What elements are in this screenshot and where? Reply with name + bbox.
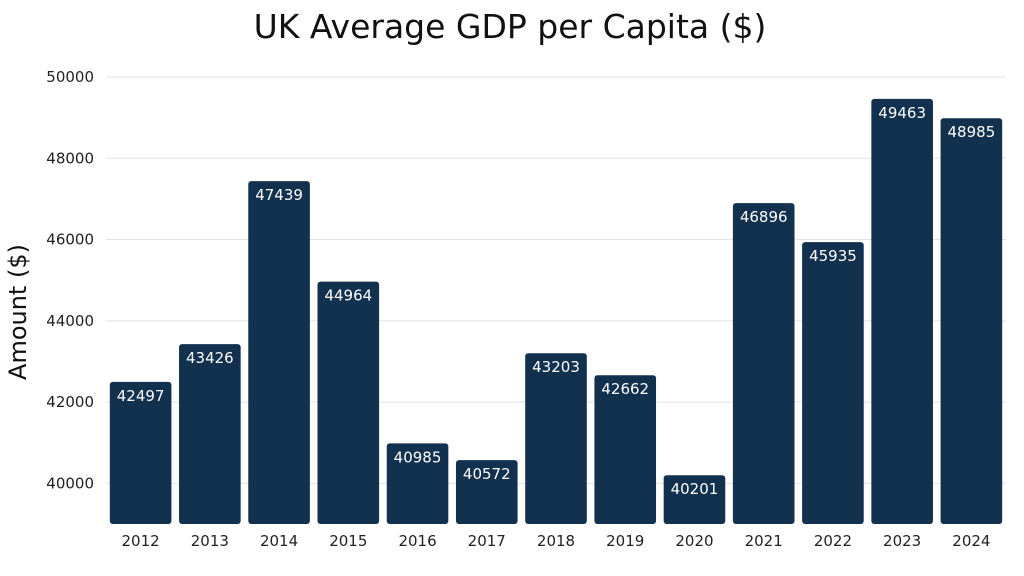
x-tick-label: 2023: [883, 532, 921, 550]
x-tick-label: 2016: [398, 532, 436, 550]
chart-title: UK Average GDP per Capita ($): [254, 7, 767, 46]
data-label-2021: 46896: [740, 208, 788, 226]
data-label-2016: 40985: [394, 448, 442, 466]
x-tick-label: 2019: [606, 532, 644, 550]
x-tick-label: 2018: [537, 532, 575, 550]
x-axis-ticks: 2012 2013 2014 2015 2016 2017 2018 2019 2020 2021…: [122, 532, 991, 550]
x-tick-label: 2015: [329, 532, 367, 550]
data-label-2018: 43203: [532, 358, 580, 376]
bar-2022: [802, 242, 864, 524]
x-tick-label: 2013: [191, 532, 229, 550]
x-tick-label: 2014: [260, 532, 298, 550]
y-tick-label: 50000: [46, 68, 94, 86]
x-tick-label: 2020: [675, 532, 713, 550]
y-tick-label: 42000: [46, 393, 94, 411]
y-tick-label: 46000: [46, 231, 94, 249]
bars: [109, 98, 1003, 525]
data-label-2017: 40572: [463, 465, 511, 483]
bar-2017: [455, 460, 518, 524]
data-label-2014: 47439: [255, 186, 303, 204]
bar-2024: [940, 118, 1003, 524]
bar-2013: [179, 344, 241, 524]
bar-2023: [871, 98, 933, 525]
data-label-2019: 42662: [601, 380, 649, 398]
x-tick-label: 2021: [745, 532, 783, 550]
bar-2021: [732, 203, 795, 525]
data-labels: 42497 43426 47439 44964 40985 40572 43203 42662…: [117, 104, 995, 498]
y-axis-ticks: 40000 42000 44000 46000 48000 50000: [46, 68, 94, 492]
y-tick-label: 44000: [46, 312, 94, 330]
data-label-2024: 48985: [948, 123, 996, 141]
data-label-2020: 40201: [671, 480, 719, 498]
bar-2015: [317, 281, 380, 524]
y-axis-label: Amount ($): [4, 244, 32, 380]
data-label-2012: 42497: [117, 387, 165, 405]
x-tick-label: 2012: [122, 532, 160, 550]
bar-2014: [248, 181, 310, 524]
bar-2018: [525, 353, 587, 524]
x-tick-label: 2022: [814, 532, 852, 550]
data-label-2013: 43426: [186, 349, 234, 367]
data-label-2022: 45935: [809, 247, 857, 265]
x-tick-label: 2024: [952, 532, 990, 550]
data-label-2023: 49463: [878, 104, 926, 122]
y-tick-label: 48000: [46, 149, 94, 167]
bar-2019: [594, 375, 657, 524]
x-tick-label: 2017: [468, 532, 506, 550]
bar-2016: [386, 443, 449, 524]
data-label-2015: 44964: [324, 287, 372, 305]
y-tick-label: 40000: [46, 474, 94, 492]
bar-2020: [663, 475, 726, 524]
bar-2012: [109, 381, 172, 524]
